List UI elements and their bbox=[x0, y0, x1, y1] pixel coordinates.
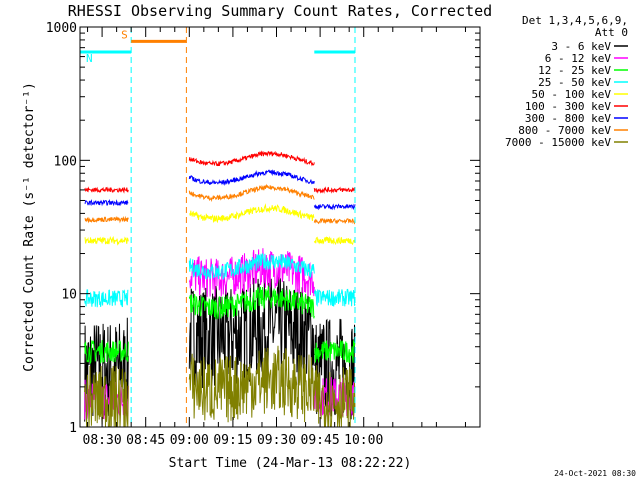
y-axis-label: Corrected Count Rate (s⁻¹ detector⁻¹) bbox=[22, 82, 37, 372]
legend-label-1: 3 - 6 keV bbox=[551, 40, 611, 53]
series-line-9-segment-2 bbox=[188, 345, 315, 423]
legend-label-4: 25 - 50 keV bbox=[538, 76, 611, 89]
series-line-9-segment-1 bbox=[84, 365, 129, 427]
legend-label-2: 6 - 12 keV bbox=[545, 52, 612, 65]
series-line-8-segment-1 bbox=[84, 215, 129, 224]
series-line-7-segment-3 bbox=[313, 203, 356, 211]
x-tick-label-1000: 10:00 bbox=[344, 433, 383, 448]
legend-label-6: 100 - 300 keV bbox=[525, 100, 611, 113]
y-tick-label-100: 100 bbox=[54, 154, 77, 169]
y-tick-label-1: 1 bbox=[69, 421, 77, 436]
axes: 08:30 08:45 09:00 09:15 09:30 09:45 10:00 1 10 10… bbox=[46, 21, 481, 448]
flag-label-n: N bbox=[86, 52, 93, 65]
series-line-3-segment-1 bbox=[84, 340, 129, 365]
series-line-5-segment-3 bbox=[313, 236, 356, 246]
series-line-6-segment-2 bbox=[188, 150, 315, 167]
y-tick-label-10: 10 bbox=[61, 288, 77, 303]
legend-label-8: 800 - 7000 keV bbox=[518, 124, 611, 137]
x-tick-label-0900: 09:00 bbox=[170, 433, 209, 448]
series-line-4-segment-1 bbox=[84, 289, 129, 308]
series-line-9-segment-3 bbox=[313, 365, 356, 427]
series-line-6-segment-1 bbox=[84, 186, 129, 194]
series-line-7-segment-1 bbox=[84, 198, 129, 207]
chart-title: RHESSI Observing Summary Count Rates, Co… bbox=[68, 2, 492, 20]
series-line-4-segment-3 bbox=[313, 288, 356, 308]
x-tick-label-0915: 09:15 bbox=[213, 433, 252, 448]
y-tick-label-1000: 1000 bbox=[46, 21, 77, 36]
series-line-7-segment-2 bbox=[188, 169, 315, 186]
legend-header-detectors: Det 1,3,4,5,6,9, bbox=[522, 14, 628, 27]
x-tick-label-0830: 08:30 bbox=[83, 433, 122, 448]
series-line-8-segment-2 bbox=[188, 183, 315, 203]
series-line-3-segment-3 bbox=[313, 340, 356, 363]
series-line-5-segment-1 bbox=[84, 236, 129, 246]
generated-timestamp: 24-Oct-2021 08:30 bbox=[554, 469, 636, 478]
series-line-1-segment-2 bbox=[188, 275, 315, 389]
series-group bbox=[80, 27, 356, 427]
x-axis-label: Start Time (24-Mar-13 08:22:22) bbox=[169, 456, 412, 471]
x-tick-label-0930: 09:30 bbox=[257, 433, 296, 448]
series-line-5-segment-2 bbox=[189, 203, 315, 224]
legend-header-attenuator: Att 0 bbox=[595, 26, 628, 39]
series-line-4-segment-2 bbox=[188, 253, 315, 280]
series-line-6-segment-3 bbox=[313, 186, 356, 194]
legend-label-9: 7000 - 15000 keV bbox=[505, 136, 611, 149]
series-line-8-segment-3 bbox=[313, 217, 356, 225]
flag-label-s: S bbox=[121, 28, 128, 41]
x-tick-label-0945: 09:45 bbox=[301, 433, 340, 448]
legend-label-5: 50 - 100 keV bbox=[532, 88, 612, 101]
x-tick-label-0845: 08:45 bbox=[126, 433, 165, 448]
legend-label-3: 12 - 25 keV bbox=[538, 64, 611, 77]
plot-area: SN bbox=[80, 27, 356, 427]
legend-label-7: 300 - 800 keV bbox=[525, 112, 611, 125]
series-line-3-segment-2 bbox=[188, 286, 315, 320]
plot-frame bbox=[79, 26, 481, 428]
